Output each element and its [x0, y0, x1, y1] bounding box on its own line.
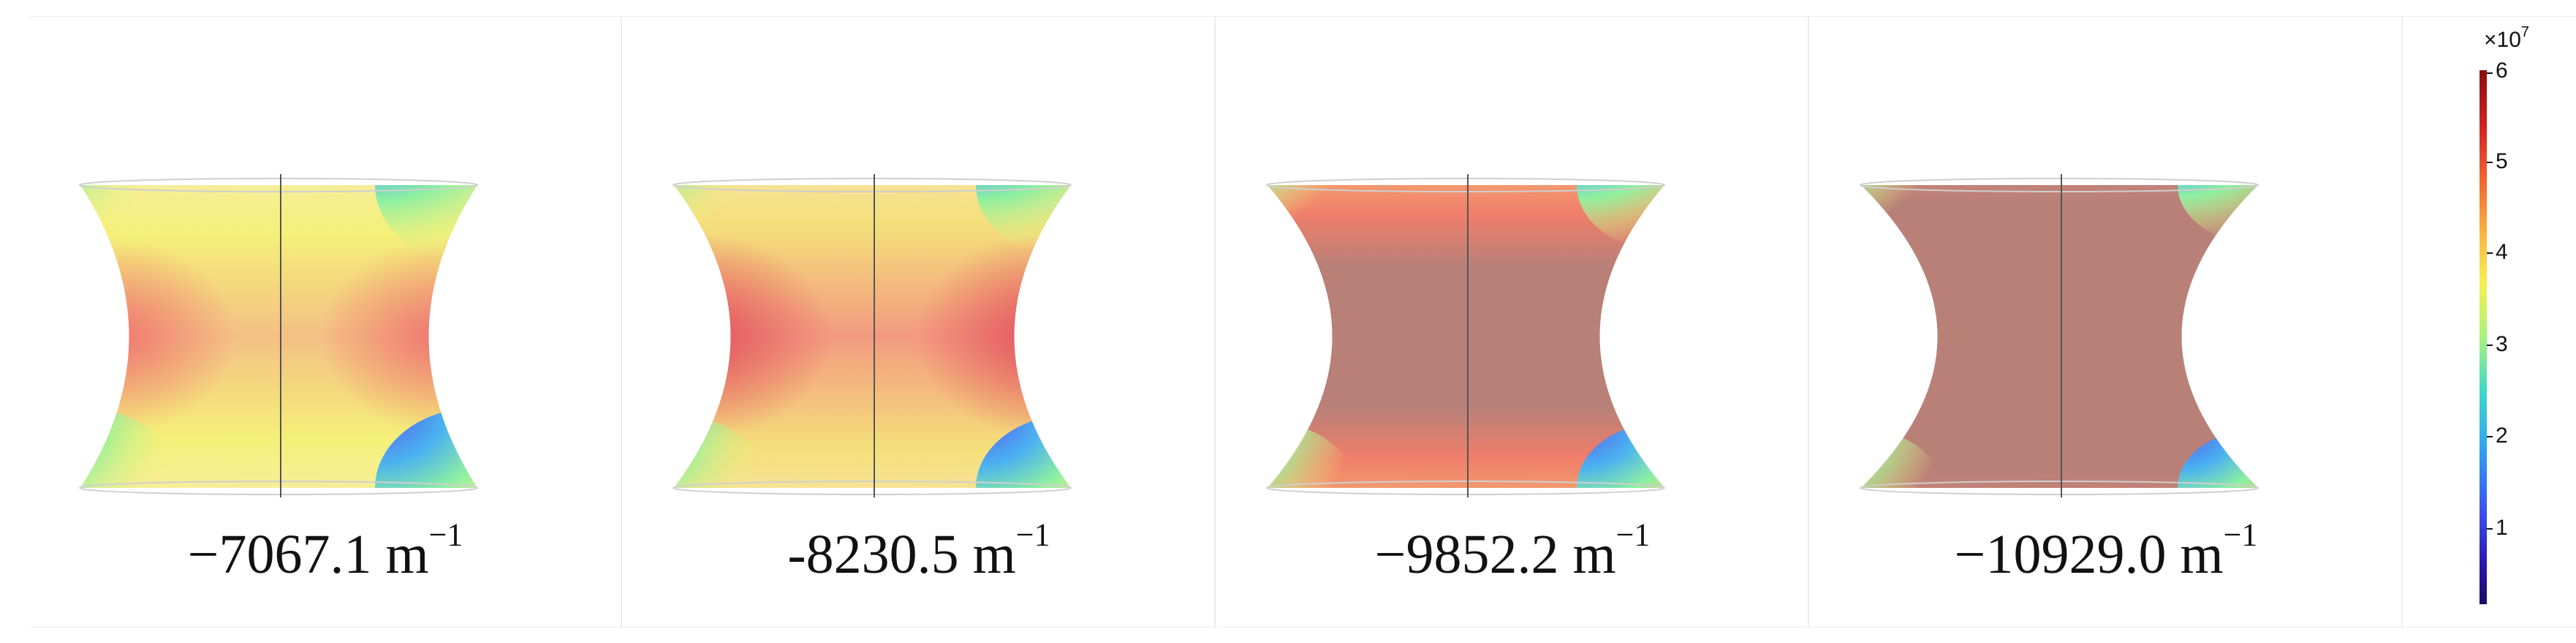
panel-1-label: −7067.1 m−1 [29, 519, 621, 587]
colorbar-tick-3: 3 [2496, 332, 2508, 356]
colorbar-gradient [2480, 70, 2487, 604]
panel-2-label: -8230.5 m−1 [623, 519, 1215, 587]
colorbar-tick-2: 2 [2496, 424, 2508, 448]
specimen-4-bottom-ring [1860, 481, 2259, 495]
specimen-2 [674, 185, 1071, 488]
panel-frame-4 [1808, 16, 2402, 628]
panel-frame-2 [621, 16, 1215, 628]
colorbar-tick-6: 6 [2496, 59, 2508, 83]
specimen-4-top-ring [1860, 178, 2259, 192]
specimen-1-top-ring [79, 178, 478, 192]
panel-3-label-exponent: −1 [1615, 516, 1651, 553]
colorbar-tick-5: 5 [2496, 149, 2508, 173]
panel-3-label: −9852.2 m−1 [1216, 519, 1808, 587]
panel-4-label-exponent: −1 [2223, 516, 2258, 553]
panel-frame-1 [29, 16, 621, 628]
specimen-2-bottom-ring [673, 481, 1072, 495]
colorbar-tick-1: 1 [2496, 516, 2508, 540]
panel-3-label-text: −9852.2 m [1374, 524, 1616, 585]
specimen-1-bottom-ring [79, 481, 478, 495]
panel-frame-5 [2402, 16, 2576, 628]
specimen-2-top-ring [673, 178, 1072, 192]
panel-4-label-text: −10929.0 m [1954, 524, 2224, 585]
specimen-4 [1861, 185, 2258, 488]
panel-2-label-exponent: −1 [1015, 516, 1050, 553]
specimen-3 [1268, 185, 1664, 488]
specimen-3-bottom-ring [1266, 481, 1665, 495]
colorbar-multiplier: ×107 [2484, 25, 2529, 53]
colorbar-tick-4: 4 [2496, 240, 2508, 264]
panel-frame-3 [1215, 16, 1808, 628]
panel-1-label-text: −7067.1 m [187, 524, 429, 585]
panel-4-label: −10929.0 m−1 [1810, 519, 2402, 587]
panel-2-label-text: -8230.5 m [787, 524, 1016, 585]
specimen-3-top-ring [1266, 178, 1665, 192]
panel-1-label-exponent: −1 [428, 516, 463, 553]
colorbar-tick-marks [2487, 72, 2493, 530]
colorbar-multiplier-base: ×10 [2484, 28, 2521, 52]
specimen-1 [80, 185, 477, 488]
colorbar-multiplier-exponent: 7 [2520, 24, 2530, 40]
